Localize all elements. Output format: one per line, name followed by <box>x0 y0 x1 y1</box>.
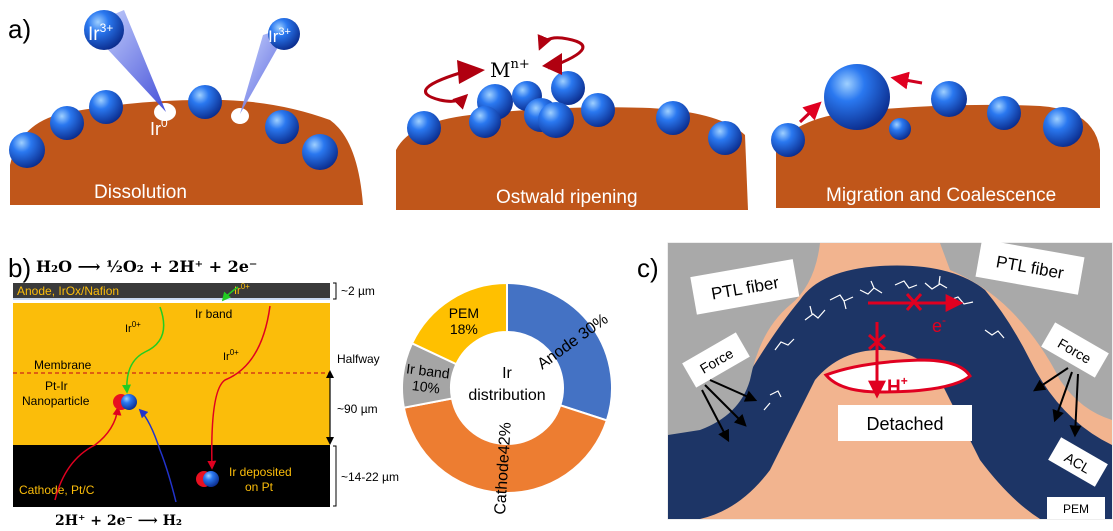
mn-label: Mn+ <box>490 57 530 82</box>
panel-a-label: a) <box>8 14 31 44</box>
dim-membrane: ~90 µm <box>337 402 378 416</box>
membrane-layer <box>13 303 330 445</box>
arrow-red-deposit <box>207 305 271 470</box>
ptl-right-box: PTL fiber <box>975 239 1085 295</box>
ir0-label: Ir0 <box>150 116 168 139</box>
ion-anode: Ir0+ <box>234 282 250 297</box>
proton-block-x <box>868 333 886 351</box>
pem-box <box>1047 497 1105 519</box>
pit-right <box>231 108 249 124</box>
chart-slice-anode <box>506 281 613 422</box>
anode-layer <box>13 283 330 298</box>
ion-right: Ir0+ <box>223 348 239 363</box>
bracket-cathode <box>333 445 337 507</box>
cathode-layer <box>13 445 330 507</box>
anode-label: Anode, IrOx/Nafion <box>17 284 119 298</box>
electron-label: e- <box>932 313 946 336</box>
ripening-arrow-left <box>424 68 471 110</box>
chart-slice-cathode <box>402 397 609 494</box>
proton-label: H+ <box>887 374 908 398</box>
particles-ostwald <box>407 71 742 155</box>
panel-a: a) Ir3+ Ir3+ Ir0 Dissolution <box>8 10 1100 210</box>
dim-cathode: ~14-22 µm <box>341 470 399 484</box>
ripening-arrowhead-left <box>457 60 485 84</box>
nanoparticle-label-1: Pt-Ir <box>45 379 68 393</box>
chart-slice-label-cathode: Cathode42% <box>492 422 515 515</box>
migration-arrow-right <box>890 71 923 90</box>
ion-sphere-right <box>268 18 300 50</box>
migration-arrow-left <box>798 101 822 124</box>
force-arrows-right <box>1033 367 1082 438</box>
ripening-arrow-right <box>537 34 585 70</box>
panel-c: c) e- <box>637 239 1113 520</box>
ir-band-label: Ir band <box>195 307 232 321</box>
pem-label: PEM <box>1063 502 1089 516</box>
deposit-label-2: on Pt <box>245 480 274 494</box>
chart-slice-label-pem: PEM 18% <box>449 305 479 337</box>
arrow-blue-cathode <box>138 408 177 503</box>
arrow-green-membrane <box>122 306 165 394</box>
chart-center-label-2: distribution <box>468 387 545 404</box>
particles-dissolution <box>9 85 338 170</box>
ir-band-line <box>13 298 330 300</box>
detached-box <box>838 405 972 441</box>
deposit-label-1: Ir deposited <box>229 465 292 479</box>
chart-slice-label-ir-band: Ir band10% <box>403 360 450 397</box>
panel-b: b) H₂O ⟶ ½O₂ + 2H⁺ + 2e⁻ Anode, IrOx/Naf… <box>8 253 399 529</box>
dim-membrane-arrow-top <box>326 370 334 378</box>
chart-center-label-1: Ir <box>502 365 512 382</box>
panel-b-label: b) <box>8 253 31 283</box>
chart-slice-pem <box>410 281 508 366</box>
particles-migration <box>771 64 1083 157</box>
caption-migration: Migration and Coalescence <box>826 185 1056 206</box>
ion-sphere-left <box>84 10 124 50</box>
ir-particle-deposit <box>203 471 219 487</box>
equation-cathode: 2H⁺ + 2e⁻ ⟶ H₂ <box>55 513 182 529</box>
ion-label-right: Ir3+ <box>268 26 291 46</box>
ion-left: Ir0+ <box>125 320 141 335</box>
dim-halfway: Halfway <box>337 352 380 366</box>
membrane-label: Membrane <box>34 358 92 372</box>
arrow-red-cathode <box>54 406 122 501</box>
cathode-label: Cathode, Pt/C <box>19 483 95 497</box>
detached-gap <box>823 358 972 394</box>
bracket-anode <box>333 282 337 300</box>
pit-left <box>154 103 176 121</box>
nanoparticle-label-2: Nanoparticle <box>22 394 90 408</box>
caption-ostwald: Ostwald ripening <box>496 187 638 208</box>
arrow-green-anode <box>221 286 239 302</box>
ir-distribution-chart: Anode 30%Cathode42%Ir band10%PEM 18% <box>401 281 613 515</box>
equation-anode: H₂O ⟶ ½O₂ + 2H⁺ + 2e⁻ <box>36 257 257 276</box>
ptl-left-box: PTL fiber <box>690 259 800 315</box>
ripening-arrowhead-right <box>542 53 562 75</box>
ion-label-left: Ir3+ <box>88 21 113 45</box>
panel-c-label: c) <box>637 253 659 283</box>
substrate-migration <box>776 104 1100 208</box>
ir-particle <box>121 394 137 410</box>
dim-anode: ~2 µm <box>341 284 375 298</box>
acl-layer <box>668 265 1112 519</box>
ir-band-gap <box>13 300 330 303</box>
dim-membrane-arrow-bottom <box>326 437 334 445</box>
force-arrows-left <box>701 379 758 443</box>
caption-dissolution: Dissolution <box>94 182 187 203</box>
detached-label: Detached <box>866 414 943 434</box>
electron-block-x <box>905 293 923 311</box>
